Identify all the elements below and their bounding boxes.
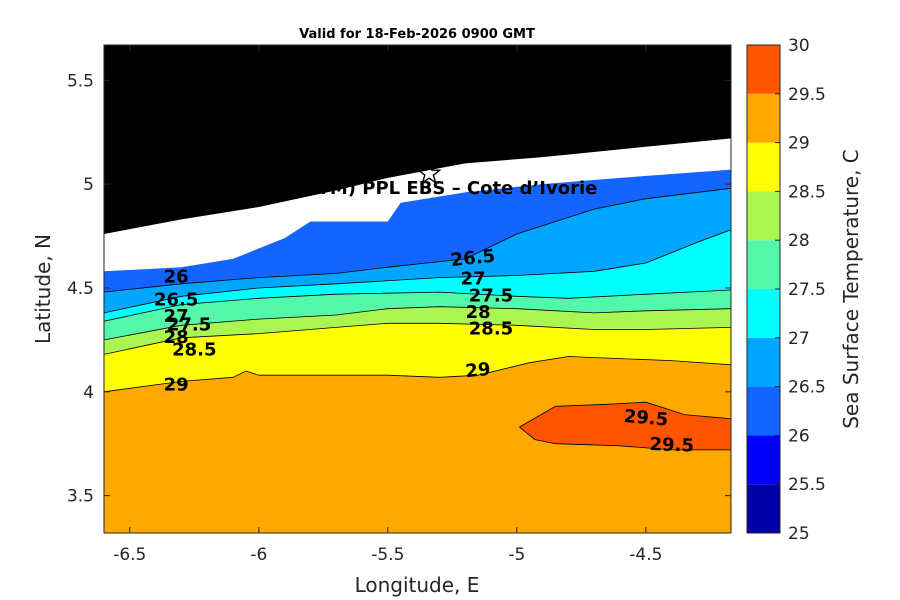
colorbar-segment xyxy=(747,142,780,192)
contour-label-27: 27 xyxy=(460,269,485,290)
colorbar-tick-label: 29.5 xyxy=(788,85,826,105)
colorbar-ticks: 25 25.5 26 26.5 27 27.5 28 28.5 29 29.5 30 xyxy=(775,36,826,544)
contour-line-27 xyxy=(104,229,731,314)
contour-line-29 xyxy=(104,356,731,393)
warm-pool-region xyxy=(518,401,731,451)
y-tick-label: 5 xyxy=(83,175,94,195)
colorbar xyxy=(747,45,780,533)
x-tick-label: -6.5 xyxy=(113,545,146,565)
y-tick-label: 5.5 xyxy=(67,71,94,91)
colorbar-segment xyxy=(747,435,780,485)
contour-line-28.5 xyxy=(104,322,731,355)
y-tick-label: 4 xyxy=(83,383,94,403)
plot-area: 2626.52727.52828.52926.52727.52828.52929… xyxy=(104,45,731,533)
x-axis-label: Longitude, E xyxy=(355,573,480,597)
colorbar-tick-label: 25 xyxy=(788,524,810,544)
x-tick-label: -5.5 xyxy=(371,545,404,565)
contour-line-27.5 xyxy=(104,289,731,322)
band-29-fill xyxy=(104,356,731,533)
contour-labels: 2626.52727.52828.52926.52727.52828.52929… xyxy=(154,246,694,457)
contour-label-26.5: 26.5 xyxy=(450,246,496,272)
colorbar-tick-label: 27 xyxy=(788,329,810,349)
y-axis-ticks: 3.5 4 4.5 5 5.5 xyxy=(67,71,731,507)
colorbar-label: Sea Surface Temperature, C xyxy=(839,149,863,429)
contour-line-28 xyxy=(104,306,731,341)
y-tick-label: 4.5 xyxy=(67,279,94,299)
plot-frame xyxy=(103,44,732,534)
land-mass xyxy=(104,45,731,234)
colorbar-tick-label: 28 xyxy=(788,231,810,251)
site-label: A (ONHYM) PPL EBS – Cote d’Ivorie xyxy=(243,178,597,199)
colorbar-segment xyxy=(747,337,780,387)
colorbar-segment xyxy=(747,45,780,94)
colorbar-segment xyxy=(747,93,780,143)
contour-label-27.5: 27.5 xyxy=(469,285,513,306)
colorbar-tick-label: 27.5 xyxy=(788,280,826,300)
colorbar-tick-label: 28.5 xyxy=(788,182,826,202)
contour-label-28: 28 xyxy=(164,327,189,348)
contour-label-29: 29 xyxy=(464,359,491,383)
contour-label-26: 26 xyxy=(164,267,189,288)
contour-label-29.5: 29.5 xyxy=(623,406,669,431)
contour-label-27.5: 27.5 xyxy=(167,314,211,335)
y-tick-label: 3.5 xyxy=(67,487,94,507)
contour-label-26.5: 26.5 xyxy=(154,289,198,310)
colorbar-tick-label: 29 xyxy=(788,134,810,154)
colorbar-tick-label: 25.5 xyxy=(788,475,826,495)
colorbar-segment xyxy=(747,484,780,533)
colorbar-tick-label: 26.5 xyxy=(788,378,826,398)
colorbar-segment xyxy=(747,240,780,289)
x-tick-label: -5 xyxy=(508,545,525,565)
y-axis-label: Latitude, N xyxy=(31,234,55,344)
colorbar-segment xyxy=(747,191,780,241)
contour-label-28.5: 28.5 xyxy=(469,319,513,340)
colorbar-tick-label: 26 xyxy=(788,426,810,446)
colorbar-tick-label: 30 xyxy=(788,36,810,56)
x-tick-label: -4.5 xyxy=(629,545,662,565)
contour-label-29: 29 xyxy=(164,375,189,396)
colorbar-segment xyxy=(747,289,780,338)
contour-line-26.5 xyxy=(104,187,731,293)
contour-label-27: 27 xyxy=(164,306,189,327)
chart-title: Valid for 18-Feb-2026 0900 GMT xyxy=(299,27,535,42)
contour-label-28: 28 xyxy=(466,302,491,323)
contour-label-28.5: 28.5 xyxy=(172,339,216,360)
colorbar-segment xyxy=(747,386,780,436)
contour-label-29.5: 29.5 xyxy=(649,434,694,457)
x-axis-ticks: -6.5 -6 -5.5 -5 -4.5 xyxy=(113,45,662,565)
site-star-icon xyxy=(416,160,442,185)
x-tick-label: -6 xyxy=(250,545,267,565)
